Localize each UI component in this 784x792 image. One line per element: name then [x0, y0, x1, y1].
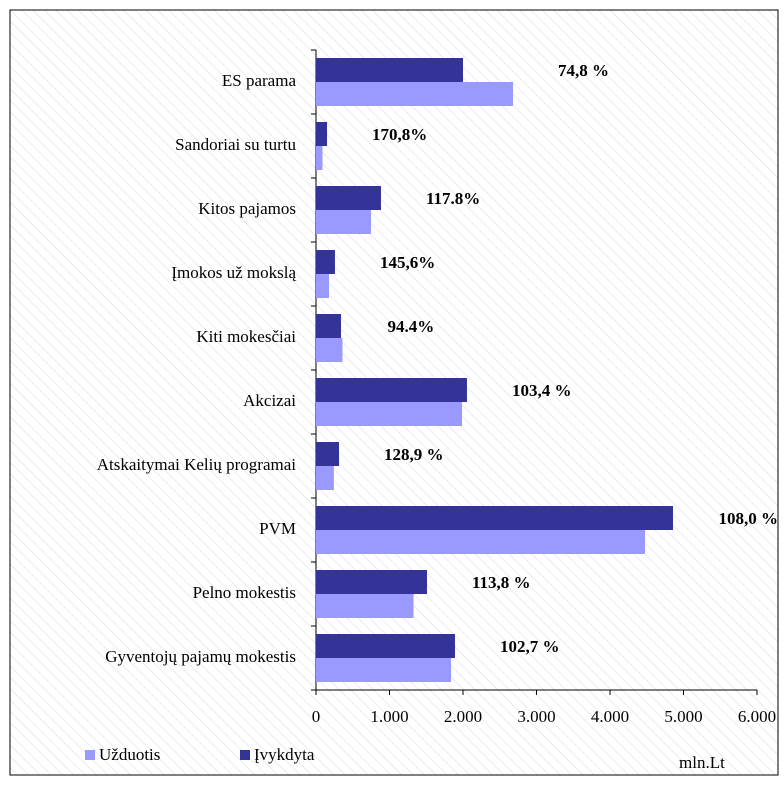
legend-label: Užduotis: [99, 745, 160, 764]
bar: [316, 378, 467, 402]
legend-swatch: [85, 750, 95, 760]
annotation: 108,0 %: [719, 509, 779, 528]
y-tick-label: Kiti mokesčiai: [196, 327, 296, 346]
y-tick-label: Sandoriai su turtu: [175, 135, 296, 154]
bar: [316, 402, 463, 426]
bar: [316, 122, 328, 146]
annotation: 145,6%: [380, 253, 435, 272]
bar: [316, 594, 414, 618]
bar: [316, 634, 455, 658]
x-tick-label: 6.000: [738, 707, 776, 726]
x-tick-label: 0: [312, 707, 321, 726]
bar: [316, 570, 427, 594]
y-tick-label: Įmokos už mokslą: [171, 263, 296, 282]
bar: [316, 466, 334, 490]
x-tick-label: 3.000: [517, 707, 555, 726]
bar: [316, 58, 463, 82]
bar: [316, 186, 381, 210]
x-tick-label: 1.000: [370, 707, 408, 726]
bar: [316, 146, 323, 170]
annotation: 128,9 %: [384, 445, 444, 464]
annotation: 94.4%: [387, 317, 434, 336]
bar: [316, 338, 343, 362]
annotation: 170,8%: [372, 125, 427, 144]
y-tick-label: ES parama: [222, 71, 297, 90]
bar: [316, 250, 335, 274]
bar: [316, 274, 330, 298]
bar: [316, 658, 452, 682]
y-tick-label: Gyventojų pajamų mokestis: [105, 647, 296, 666]
annotation: 117.8%: [426, 189, 480, 208]
x-tick-label: 5.000: [664, 707, 702, 726]
y-tick-label: Atskaitymai Kelių programai: [97, 455, 297, 474]
x-tick-label: 2.000: [444, 707, 482, 726]
bar: [316, 210, 371, 234]
y-tick-label: PVM: [259, 519, 296, 538]
bar: [316, 82, 513, 106]
bar: [316, 314, 341, 338]
legend-label: Įvykdyta: [254, 745, 315, 764]
y-tick-label: Kitos pajamos: [198, 199, 296, 218]
legend-swatch: [240, 750, 250, 760]
annotation: 113,8 %: [472, 573, 531, 592]
y-tick-label: Akcizai: [243, 391, 296, 410]
y-tick-label: Pelno mokestis: [193, 583, 296, 602]
annotation: 103,4 %: [512, 381, 572, 400]
bar: [316, 442, 340, 466]
annotation: 102,7 %: [500, 637, 560, 656]
bar: [316, 506, 673, 530]
bar: [316, 530, 645, 554]
x-tick-label: 4.000: [591, 707, 629, 726]
x-unit: mln.Lt: [679, 753, 725, 772]
annotation: 74,8 %: [558, 61, 609, 80]
